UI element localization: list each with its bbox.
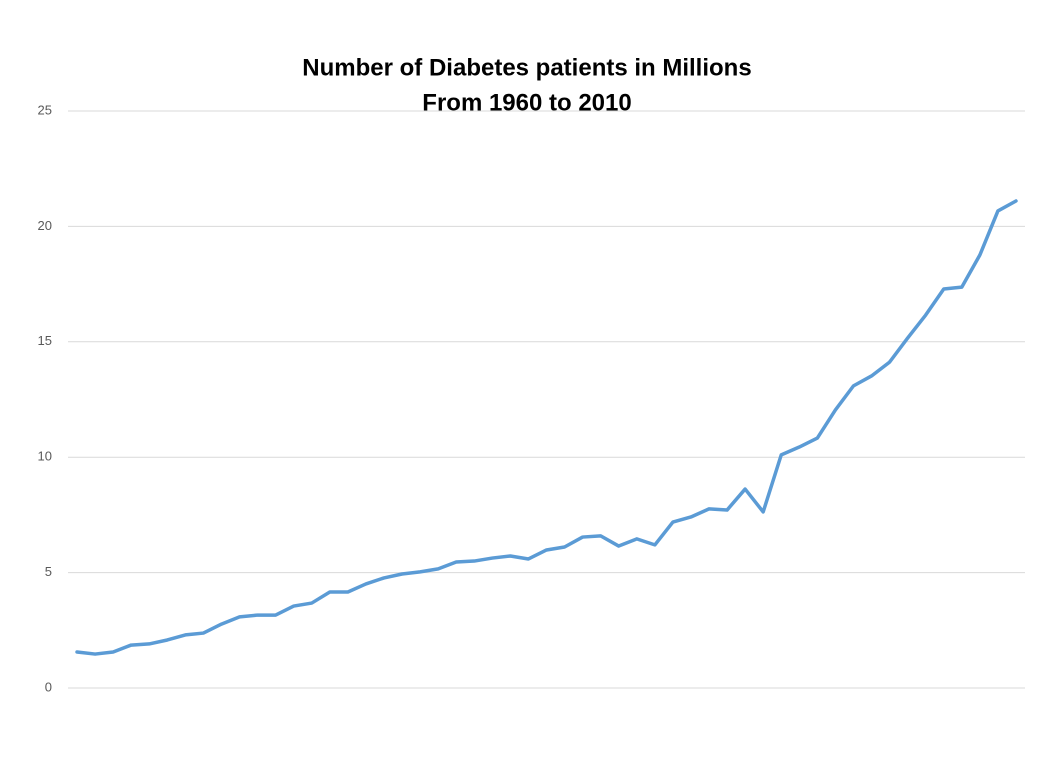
y-tick-label: 5 [45,564,52,579]
chart-title: Number of Diabetes patients in Millions [302,54,751,81]
y-tick-label: 10 [38,449,52,464]
chart-subtitle: From 1960 to 2010 [422,89,631,116]
y-tick-label: 20 [38,218,52,233]
data-line [75,199,1018,656]
y-tick-label: 15 [38,333,52,348]
y-tick-label: 25 [38,102,52,117]
y-tick-label: 0 [45,679,52,694]
